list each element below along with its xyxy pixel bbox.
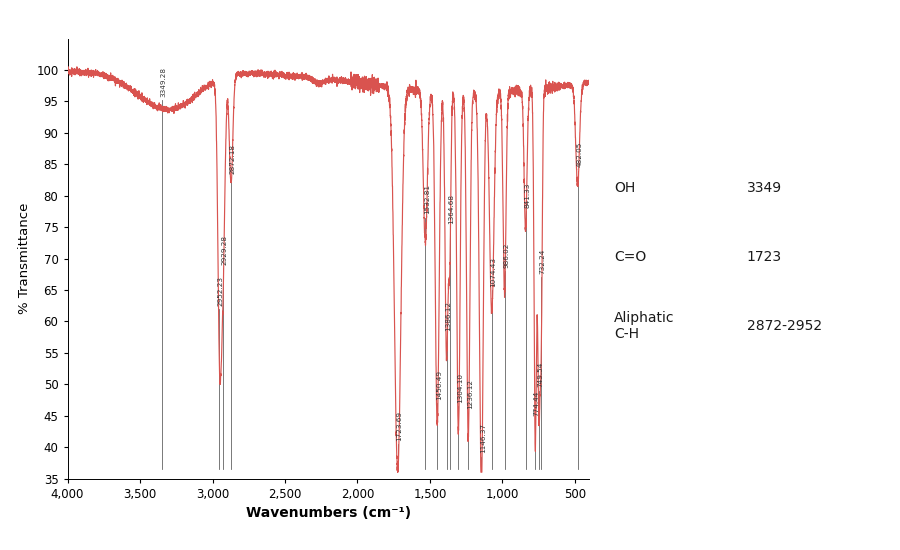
Text: 482.05: 482.05: [576, 142, 582, 167]
Text: 1450.49: 1450.49: [436, 370, 442, 400]
Text: 2952.23: 2952.23: [218, 276, 224, 306]
Text: 986.02: 986.02: [503, 243, 509, 268]
Text: 1386.12: 1386.12: [446, 301, 451, 331]
Text: 2872.18: 2872.18: [230, 144, 236, 174]
Text: 2929.28: 2929.28: [221, 235, 228, 265]
Text: 1723.69: 1723.69: [396, 411, 402, 441]
X-axis label: Wavenumbers (cm⁻¹): Wavenumbers (cm⁻¹): [246, 506, 411, 520]
Text: 3349: 3349: [747, 182, 782, 195]
Text: 774.44: 774.44: [534, 390, 540, 416]
Text: OH: OH: [614, 182, 635, 195]
Text: C=O: C=O: [614, 250, 646, 264]
Text: 2872-2952: 2872-2952: [747, 319, 822, 333]
Text: 749.54: 749.54: [537, 362, 544, 387]
Text: 1236.12: 1236.12: [467, 379, 472, 409]
Text: Functional
Group: Functional Group: [627, 97, 700, 126]
Text: 1364.68: 1364.68: [448, 194, 454, 224]
Text: 1532.81: 1532.81: [424, 184, 430, 214]
Text: 1146.37: 1146.37: [480, 424, 486, 453]
Text: 1304.10: 1304.10: [457, 373, 463, 403]
Text: Wavenumber
(cm⁻¹): Wavenumber (cm⁻¹): [757, 97, 850, 126]
Text: 1074.43: 1074.43: [491, 257, 496, 287]
Text: 3349.28: 3349.28: [160, 67, 166, 97]
Text: 841.33: 841.33: [524, 183, 530, 208]
Text: 732.24: 732.24: [540, 249, 546, 274]
Text: Aliphatic
C-H: Aliphatic C-H: [614, 311, 675, 341]
Text: 1723: 1723: [747, 250, 782, 264]
Y-axis label: % Transmittance: % Transmittance: [18, 203, 31, 314]
